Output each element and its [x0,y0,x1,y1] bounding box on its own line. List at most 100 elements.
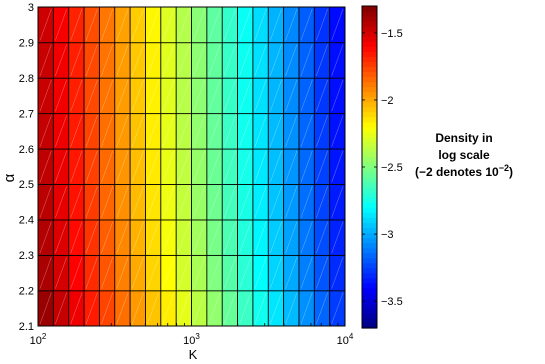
cell-diagonal [70,8,83,41]
cell-diagonal [55,8,67,41]
colorbar-segment [362,302,377,309]
y-tick-label: 2.9 [19,37,34,49]
colorbar-segment [362,282,377,289]
cell-diagonal [55,292,67,325]
colorbar-segment [362,146,377,153]
cell-diagonal [55,186,67,218]
colorbar [361,5,378,329]
cell-diagonal [193,150,206,183]
colorbar-segment [362,217,377,223]
colorbar-segment [362,26,377,32]
cell-diagonal [269,186,282,218]
cell-diagonal [269,8,282,41]
cell-diagonal [116,150,129,183]
cell-diagonal [39,292,52,325]
colorbar-segment [362,277,377,284]
cell-diagonal [254,186,267,218]
cell-diagonal [116,257,129,289]
colorbar-tick-label: −2 [381,95,394,107]
cell-diagonal [223,186,236,218]
colorbar-segment [362,51,377,57]
cell-diagonal [39,186,52,218]
cell-diagonal [101,44,114,76]
cell-diagonal [239,257,252,289]
heatmap-cell [329,7,345,44]
cell-diagonal [285,186,298,218]
cell-diagonal [39,8,52,41]
cell-diagonal [331,115,344,147]
cell-diagonal [177,186,190,218]
cell-diagonal [269,115,282,147]
x-tick-label: 103 [183,332,200,347]
cell-diagonal [101,8,114,41]
colorbar-segment [362,116,377,123]
cell-diagonal [162,8,175,41]
colorbar-segment [362,197,377,203]
colorbar-segment [362,262,377,269]
cell-diagonal [55,115,67,147]
colorbar-segment [362,126,377,133]
colorbar-segment [362,317,377,324]
cell-diagonal [193,186,206,218]
cell-diagonal [208,115,221,147]
cell-diagonal [162,221,175,254]
colorbar-segment [362,207,377,213]
cell-diagonal [177,44,190,76]
cell-diagonal [208,257,221,289]
cell-diagonal [55,44,67,76]
cell-diagonal [162,79,175,112]
cell-diagonal [162,257,175,289]
colorbar-segment [362,151,377,158]
colorbar-segment [362,31,377,37]
cell-diagonal [208,150,221,183]
cell-diagonal [85,257,98,289]
cell-diagonal [254,79,267,112]
cell-diagonal [131,292,144,325]
cell-diagonal [193,221,206,254]
cell-diagonal [331,221,344,254]
cell-diagonal [269,221,282,254]
colorbar-segment [362,222,377,228]
colorbar-segment [362,247,377,254]
y-axis-label: α [1,173,18,182]
cell-diagonal [285,115,298,147]
colorbar-segment [362,41,377,47]
cell-diagonal [316,8,328,41]
cell-diagonal [269,79,282,112]
cell-diagonal [131,115,144,147]
cell-diagonal [70,44,83,76]
cell-diagonal [285,292,298,325]
cell-diagonal [208,44,221,76]
cell-diagonal [239,221,252,254]
cell-diagonal [85,115,98,147]
cell-diagonal [177,221,190,254]
cell-diagonal [70,292,83,325]
heatmap-cells [38,7,345,326]
cell-diagonal [70,79,83,112]
colorbar-segment [362,212,377,218]
cell-diagonal [285,79,298,112]
colorbar-segment [362,307,377,314]
cell-diagonal [70,150,83,183]
y-tick-label: 2.2 [19,286,34,298]
colorbar-segment [362,136,377,143]
x-axis-ticks: 102 103 104 [30,320,354,347]
cell-diagonal [39,221,52,254]
colorbar-segment [362,292,377,299]
colorbar-segment [362,242,377,249]
cell-diagonal [101,115,114,147]
cell-diagonal [70,257,83,289]
cell-diagonal [131,44,144,76]
cell-diagonal [254,221,267,254]
cell-diagonal [300,186,313,218]
cell-diagonal [193,8,206,41]
cell-diagonal [162,115,175,147]
colorbar-segment [362,21,377,27]
cell-diagonal [208,292,221,325]
cell-diagonal [300,44,313,76]
colorbar-segment [362,101,377,108]
cell-diagonal [239,115,252,147]
cell-diagonal [39,79,52,112]
cell-diagonal [101,186,114,218]
